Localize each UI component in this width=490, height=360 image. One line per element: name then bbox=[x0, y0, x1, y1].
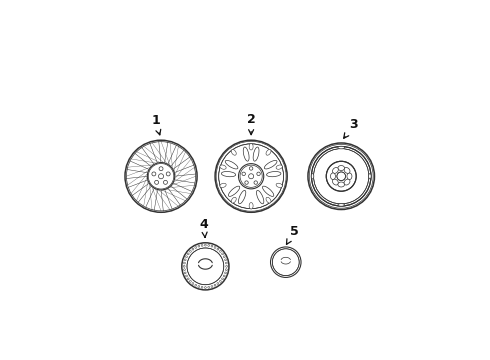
Ellipse shape bbox=[208, 287, 210, 288]
Ellipse shape bbox=[198, 245, 200, 247]
Ellipse shape bbox=[225, 161, 238, 169]
Ellipse shape bbox=[192, 283, 194, 284]
Ellipse shape bbox=[186, 275, 187, 277]
Text: 2: 2 bbox=[247, 113, 255, 135]
Ellipse shape bbox=[254, 181, 257, 184]
Ellipse shape bbox=[243, 147, 249, 161]
Ellipse shape bbox=[152, 172, 156, 176]
Ellipse shape bbox=[217, 248, 219, 250]
Ellipse shape bbox=[338, 182, 344, 187]
Ellipse shape bbox=[338, 166, 344, 171]
Ellipse shape bbox=[249, 167, 253, 170]
Ellipse shape bbox=[256, 190, 264, 204]
Ellipse shape bbox=[186, 256, 187, 258]
Ellipse shape bbox=[187, 278, 189, 280]
Ellipse shape bbox=[183, 265, 185, 267]
Ellipse shape bbox=[220, 251, 221, 252]
Ellipse shape bbox=[158, 174, 164, 179]
Ellipse shape bbox=[187, 253, 189, 255]
Ellipse shape bbox=[201, 244, 203, 246]
Ellipse shape bbox=[330, 173, 336, 180]
Text: 5: 5 bbox=[287, 225, 298, 244]
Ellipse shape bbox=[190, 280, 191, 282]
Ellipse shape bbox=[239, 190, 246, 204]
Ellipse shape bbox=[272, 249, 299, 276]
Ellipse shape bbox=[211, 245, 213, 247]
Ellipse shape bbox=[184, 262, 185, 264]
Ellipse shape bbox=[263, 186, 274, 197]
Ellipse shape bbox=[147, 163, 175, 190]
Ellipse shape bbox=[198, 285, 200, 287]
Ellipse shape bbox=[332, 167, 338, 174]
Ellipse shape bbox=[201, 287, 203, 288]
Ellipse shape bbox=[276, 183, 282, 188]
Ellipse shape bbox=[249, 203, 253, 209]
Ellipse shape bbox=[219, 144, 284, 209]
Ellipse shape bbox=[225, 262, 227, 264]
Ellipse shape bbox=[231, 197, 236, 203]
Ellipse shape bbox=[257, 172, 260, 176]
Ellipse shape bbox=[195, 284, 196, 286]
Ellipse shape bbox=[249, 144, 253, 150]
Ellipse shape bbox=[266, 197, 271, 203]
Ellipse shape bbox=[267, 171, 281, 177]
Ellipse shape bbox=[242, 172, 245, 176]
Ellipse shape bbox=[214, 284, 216, 286]
Ellipse shape bbox=[337, 172, 345, 181]
Ellipse shape bbox=[248, 174, 254, 179]
Ellipse shape bbox=[155, 180, 159, 184]
Ellipse shape bbox=[187, 248, 224, 285]
Ellipse shape bbox=[231, 149, 236, 155]
Ellipse shape bbox=[338, 146, 344, 149]
Ellipse shape bbox=[220, 183, 226, 188]
Text: 4: 4 bbox=[199, 218, 208, 237]
Ellipse shape bbox=[276, 165, 282, 169]
Ellipse shape bbox=[239, 164, 264, 189]
Ellipse shape bbox=[217, 283, 219, 284]
Ellipse shape bbox=[184, 259, 186, 261]
Ellipse shape bbox=[347, 173, 352, 180]
Ellipse shape bbox=[228, 186, 240, 197]
Ellipse shape bbox=[253, 147, 259, 161]
Ellipse shape bbox=[159, 167, 163, 171]
Text: 3: 3 bbox=[343, 118, 358, 138]
Ellipse shape bbox=[184, 272, 186, 274]
Ellipse shape bbox=[312, 147, 371, 206]
Ellipse shape bbox=[245, 181, 248, 184]
Ellipse shape bbox=[220, 165, 226, 169]
Ellipse shape bbox=[226, 265, 227, 267]
Ellipse shape bbox=[220, 280, 221, 282]
Ellipse shape bbox=[214, 247, 216, 248]
Ellipse shape bbox=[166, 172, 170, 176]
Ellipse shape bbox=[164, 180, 168, 184]
Ellipse shape bbox=[266, 149, 271, 155]
Ellipse shape bbox=[344, 167, 350, 174]
Ellipse shape bbox=[311, 174, 314, 179]
Ellipse shape bbox=[326, 161, 356, 191]
Ellipse shape bbox=[332, 179, 338, 185]
Ellipse shape bbox=[192, 248, 194, 250]
Ellipse shape bbox=[211, 285, 213, 287]
Ellipse shape bbox=[314, 149, 369, 204]
Ellipse shape bbox=[368, 174, 371, 179]
Ellipse shape bbox=[223, 256, 225, 258]
Ellipse shape bbox=[184, 269, 185, 271]
Ellipse shape bbox=[195, 247, 196, 248]
Ellipse shape bbox=[224, 259, 226, 261]
Ellipse shape bbox=[208, 244, 210, 246]
Ellipse shape bbox=[224, 272, 226, 274]
Ellipse shape bbox=[344, 179, 350, 185]
Ellipse shape bbox=[190, 251, 191, 252]
Ellipse shape bbox=[223, 275, 225, 277]
Text: 1: 1 bbox=[151, 114, 161, 135]
Ellipse shape bbox=[204, 244, 206, 246]
Ellipse shape bbox=[221, 278, 223, 280]
Ellipse shape bbox=[204, 287, 206, 288]
Ellipse shape bbox=[264, 161, 277, 169]
Ellipse shape bbox=[338, 204, 344, 206]
Ellipse shape bbox=[221, 171, 236, 177]
Ellipse shape bbox=[221, 253, 223, 255]
Ellipse shape bbox=[225, 269, 227, 271]
